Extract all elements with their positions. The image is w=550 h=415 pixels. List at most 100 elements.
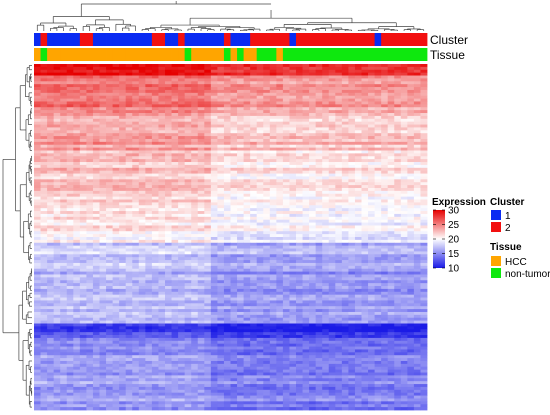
heatmap-cell <box>328 107 336 111</box>
heatmap-cell <box>296 225 303 229</box>
heatmap-cell <box>60 265 68 270</box>
heatmap-cell <box>53 75 61 79</box>
heatmap-cell <box>40 179 48 183</box>
heatmap-cell <box>413 95 421 99</box>
heatmap-cell <box>230 219 238 223</box>
heatmap-cell <box>276 202 284 206</box>
tissue-cell <box>99 48 107 61</box>
heatmap-cell <box>79 124 87 128</box>
heatmap-cell <box>171 81 179 85</box>
heatmap-cell <box>381 242 389 247</box>
heatmap-cell <box>92 242 100 247</box>
heatmap-cell <box>106 257 113 261</box>
heatmap-cell <box>348 237 356 241</box>
heatmap-cell <box>296 245 303 249</box>
heatmap-cell <box>263 199 271 203</box>
heatmap-cell <box>119 196 127 200</box>
heatmap-cell <box>315 147 323 151</box>
heatmap-cell <box>204 136 212 140</box>
heatmap-cell <box>387 78 395 82</box>
tissue-cell <box>413 48 421 61</box>
heatmap-cell <box>250 219 258 223</box>
heatmap-cell <box>112 216 120 221</box>
heatmap-cell <box>119 162 127 166</box>
heatmap-cell <box>296 153 303 157</box>
heatmap-cell <box>335 164 343 169</box>
heatmap-cell <box>407 234 415 238</box>
heatmap-cell <box>250 75 258 79</box>
heatmap-cell <box>53 268 61 272</box>
heatmap-cell <box>184 219 192 223</box>
heatmap-cell <box>53 202 61 206</box>
heatmap-cell <box>53 72 61 76</box>
heatmap-cell <box>210 239 218 244</box>
heatmap-cell <box>73 242 81 247</box>
heatmap-cell <box>361 159 369 163</box>
heatmap-cell <box>335 87 343 91</box>
heatmap-cell <box>145 87 153 91</box>
heatmap-cell <box>296 69 303 74</box>
heatmap-cell <box>315 213 323 218</box>
heatmap-cell <box>276 242 284 247</box>
heatmap-cell <box>204 118 212 123</box>
heatmap-cell <box>250 66 258 71</box>
heatmap-cell <box>256 164 264 169</box>
heatmap-cell <box>250 95 258 99</box>
heatmap-body <box>34 64 428 411</box>
heatmap-cell <box>66 182 74 186</box>
heatmap-cell <box>165 205 172 209</box>
heatmap-cell <box>413 136 421 140</box>
heatmap-cell <box>53 234 61 238</box>
heatmap-cell <box>420 127 428 131</box>
heatmap-cell <box>125 260 133 264</box>
heatmap-cell <box>230 107 238 111</box>
heatmap-cell <box>171 182 179 186</box>
heatmap-cell <box>230 144 238 149</box>
heatmap-cell <box>354 193 362 198</box>
heatmap-cell <box>165 216 172 221</box>
heatmap-cell <box>368 239 375 244</box>
heatmap-cell <box>289 222 297 226</box>
heatmap-cell <box>112 251 120 255</box>
heatmap-cell <box>106 211 113 215</box>
heatmap-cell <box>223 159 231 163</box>
heatmap-cell <box>237 144 244 149</box>
heatmap-cell <box>79 173 87 177</box>
heatmap-cell <box>341 187 349 192</box>
heatmap-cell <box>348 124 356 128</box>
heatmap-cell <box>191 268 199 272</box>
heatmap-cell <box>289 228 297 232</box>
heatmap-cell <box>106 92 113 97</box>
heatmap-cell <box>237 110 244 114</box>
cluster-cell <box>374 33 382 46</box>
heatmap-cell <box>348 84 356 88</box>
heatmap-cell <box>413 202 421 206</box>
heatmap-cell <box>92 187 100 192</box>
heatmap-cell <box>269 118 277 123</box>
heatmap-cell <box>47 138 55 143</box>
heatmap-cell <box>368 118 375 123</box>
heatmap-cell <box>328 268 336 272</box>
heatmap-cell <box>296 150 303 154</box>
heatmap-cell <box>47 274 55 278</box>
heatmap-cell <box>230 156 238 160</box>
heatmap-cell <box>322 64 330 68</box>
heatmap-cell <box>387 248 395 252</box>
heatmap-cell <box>204 159 212 163</box>
heatmap-cell <box>178 78 186 82</box>
heatmap-cell <box>348 75 356 79</box>
heatmap-cell <box>269 162 277 166</box>
heatmap-cell <box>413 173 421 177</box>
heatmap-cell <box>420 271 428 275</box>
heatmap-cell <box>354 147 362 151</box>
heatmap-cell <box>217 251 225 255</box>
heatmap-cell <box>361 136 369 140</box>
heatmap-cell <box>92 107 100 111</box>
heatmap-cell <box>315 257 323 261</box>
heatmap-cell <box>145 231 153 235</box>
heatmap-cell <box>420 274 428 278</box>
heatmap-cell <box>112 84 120 88</box>
heatmap-cell <box>165 262 172 267</box>
heatmap-cell <box>151 237 159 241</box>
heatmap-cell <box>66 213 74 218</box>
